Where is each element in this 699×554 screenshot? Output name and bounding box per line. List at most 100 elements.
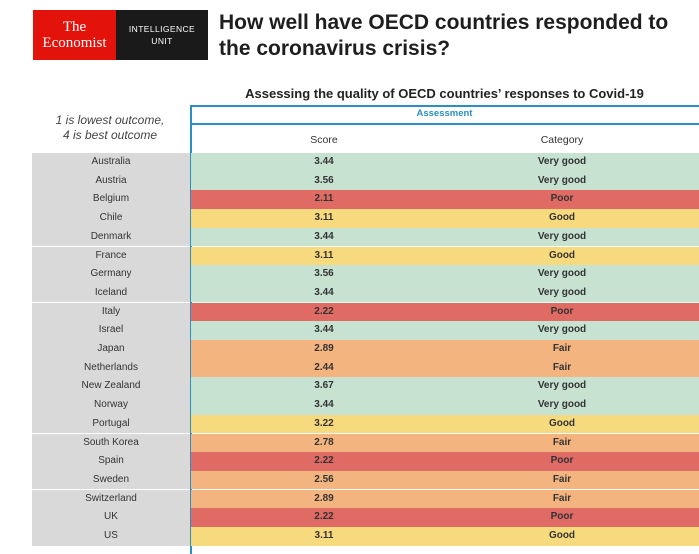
category-color-band bbox=[191, 340, 699, 359]
economist-intelligence-unit-logo: The Economist INTELLIGENCE UNIT bbox=[33, 10, 208, 60]
table-row: Chile 3.11 Good bbox=[32, 209, 699, 228]
category-color-band bbox=[191, 452, 699, 471]
country-name: Sweden bbox=[32, 470, 190, 490]
unit-line-1: INTELLIGENCE bbox=[128, 24, 196, 34]
category-value: Very good bbox=[537, 324, 587, 336]
table-row: New Zealand 3.67 Very good bbox=[32, 377, 699, 396]
category-value: Good bbox=[548, 249, 576, 261]
country-name: Austria bbox=[32, 171, 190, 191]
category-color-band bbox=[191, 283, 699, 303]
table-row: Denmark 3.44 Very good bbox=[32, 227, 699, 247]
country-name: US bbox=[32, 527, 190, 546]
country-name: Australia bbox=[32, 153, 190, 172]
table-subtitle: Assessing the quality of OECD countries’… bbox=[245, 86, 644, 101]
category-color-band bbox=[191, 414, 699, 434]
country-name: South Korea bbox=[32, 433, 190, 453]
country-name: Israel bbox=[32, 321, 190, 340]
table-row: South Korea 2.78 Fair bbox=[32, 433, 699, 453]
category-value: Very good bbox=[537, 174, 587, 186]
category-color-band bbox=[191, 153, 699, 172]
category-color-band bbox=[191, 209, 699, 228]
category-value: Fair bbox=[552, 473, 572, 485]
score-value: 3.44 bbox=[314, 399, 334, 411]
country-name: Spain bbox=[32, 452, 190, 471]
country-name: New Zealand bbox=[32, 377, 190, 396]
score-value: 3.44 bbox=[314, 156, 334, 167]
category-value: Very good bbox=[537, 156, 587, 167]
score-value: 3.56 bbox=[314, 174, 334, 186]
category-value: Very good bbox=[537, 380, 587, 392]
assessment-label: Assessment bbox=[416, 108, 473, 119]
table-row: Spain 2.22 Poor bbox=[32, 452, 699, 471]
category-value: Very good bbox=[537, 230, 587, 242]
category-value: Good bbox=[548, 417, 576, 429]
page-title: How well have OECD countries responded t… bbox=[219, 11, 669, 60]
country-name: UK bbox=[32, 508, 190, 527]
score-legend: 1 is lowest outcome, 4 is best outcome bbox=[30, 113, 190, 143]
score-value: 2.89 bbox=[314, 343, 334, 354]
country-name: Portugal bbox=[32, 414, 190, 434]
table-row: Austria 3.56 Very good bbox=[32, 171, 699, 191]
legend-line-2: 4 is best outcome bbox=[62, 128, 158, 142]
logo-line-2: Economist bbox=[42, 35, 107, 51]
score-value: 3.44 bbox=[314, 324, 334, 336]
country-name: Chile bbox=[32, 209, 190, 228]
table-row: Belgium 2.11 Poor bbox=[32, 190, 699, 209]
score-value: 3.44 bbox=[314, 286, 334, 298]
country-name: Germany bbox=[32, 265, 190, 284]
score-value: 3.11 bbox=[314, 530, 334, 541]
category-value: Very good bbox=[537, 268, 587, 280]
score-value: 2.78 bbox=[314, 436, 334, 448]
country-name: Norway bbox=[32, 396, 190, 415]
category-color-band bbox=[191, 190, 699, 209]
economist-logo-red: The Economist bbox=[33, 10, 116, 60]
category-value: Good bbox=[548, 530, 576, 541]
country-name: France bbox=[32, 246, 190, 266]
category-color-band bbox=[191, 246, 699, 266]
category-color-band bbox=[191, 265, 699, 284]
country-name: Netherlands bbox=[32, 358, 190, 378]
score-value: 3.56 bbox=[314, 268, 334, 280]
rule-top bbox=[190, 105, 699, 107]
category-color-band bbox=[191, 433, 699, 453]
column-header-score: Score bbox=[310, 134, 338, 146]
score-value: 3.22 bbox=[314, 417, 334, 429]
table-row: US 3.11 Good bbox=[32, 527, 699, 546]
score-value: 3.67 bbox=[314, 380, 334, 392]
category-value: Fair bbox=[552, 436, 572, 448]
score-value: 2.22 bbox=[314, 511, 334, 523]
score-value: 2.22 bbox=[314, 455, 334, 467]
category-color-band bbox=[191, 377, 699, 396]
score-value: 2.44 bbox=[314, 361, 334, 373]
table-row: Netherlands 2.44 Fair bbox=[32, 358, 699, 378]
table-row: UK 2.22 Poor bbox=[32, 508, 699, 527]
category-color-band bbox=[191, 302, 699, 322]
country-name: Denmark bbox=[32, 227, 190, 247]
logo-line-1: The bbox=[62, 19, 87, 35]
table-row: Japan 2.89 Fair bbox=[32, 340, 699, 359]
intelligence-unit-logo-black: INTELLIGENCE UNIT bbox=[116, 10, 208, 60]
score-value: 2.11 bbox=[314, 193, 334, 205]
country-name: Switzerland bbox=[32, 489, 190, 509]
category-color-band bbox=[191, 527, 699, 546]
score-value: 2.56 bbox=[314, 473, 334, 485]
table-row: France 3.11 Good bbox=[32, 246, 699, 266]
category-color-band bbox=[191, 358, 699, 378]
rule-vertical bbox=[190, 106, 192, 554]
table-row: Portugal 3.22 Good bbox=[32, 414, 699, 434]
category-color-band bbox=[191, 321, 699, 340]
score-value: 3.11 bbox=[314, 249, 334, 261]
table-row: Italy 2.22 Poor bbox=[32, 302, 699, 322]
unit-line-2: UNIT bbox=[151, 36, 173, 46]
table-row: Switzerland 2.89 Fair bbox=[32, 489, 699, 509]
table-row: Australia 3.44 Very good bbox=[32, 153, 699, 172]
score-value: 2.22 bbox=[314, 305, 334, 317]
score-value: 2.89 bbox=[314, 492, 334, 504]
category-color-band bbox=[191, 227, 699, 247]
country-name: Japan bbox=[32, 340, 190, 359]
category-value: Very good bbox=[537, 399, 587, 411]
category-value: Poor bbox=[550, 193, 574, 205]
country-name: Iceland bbox=[32, 283, 190, 303]
rule-under-assessment bbox=[190, 123, 699, 125]
category-value: Poor bbox=[550, 511, 574, 523]
